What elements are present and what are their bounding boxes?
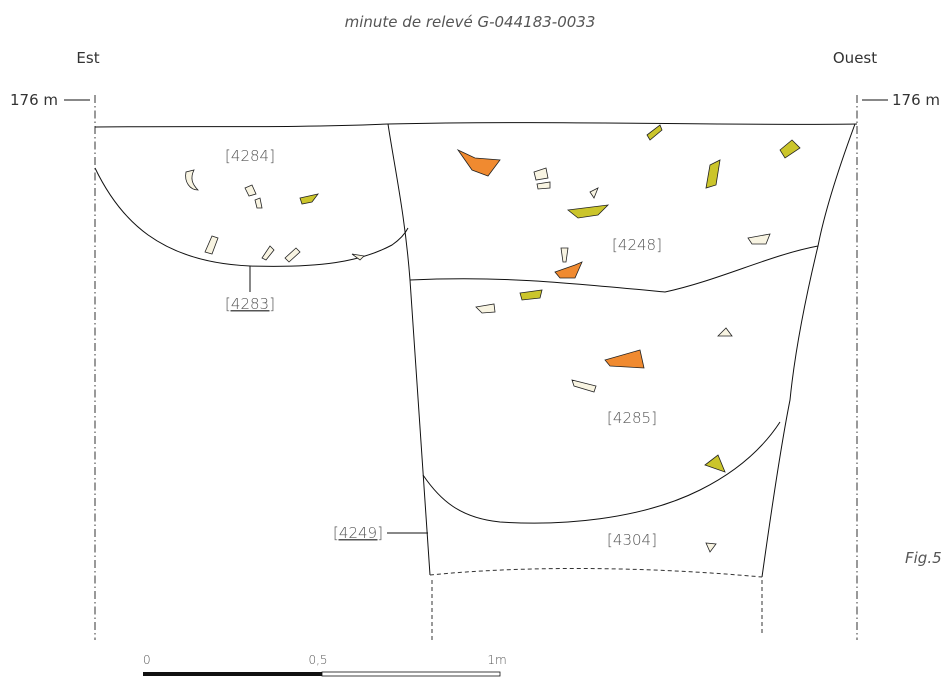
fragments [185, 124, 801, 553]
unit-label: [4284] [225, 147, 275, 165]
scale-label: 0,5 [308, 653, 327, 667]
section-lines [94, 122, 858, 640]
scale-bar [143, 672, 322, 676]
title: minute de relevé G-044183-0033 [345, 13, 596, 31]
unit-label: [4283] [225, 295, 275, 313]
unit-label: [4285] [607, 409, 657, 427]
unit-label: [4249] [333, 524, 383, 542]
orientation-left: Est [76, 49, 99, 67]
elevation-right: 176 m [892, 91, 940, 109]
scale-bar [321, 671, 501, 677]
unit-label: [4304] [607, 531, 657, 549]
figure-label: Fig.5 [905, 549, 942, 567]
unit-label: [4248] [612, 236, 662, 254]
orientation-right: Ouest [833, 49, 877, 67]
elevation-left: 176 m [10, 91, 58, 109]
scale-label: 0 [143, 653, 151, 667]
scale-label: 1m [487, 653, 506, 667]
